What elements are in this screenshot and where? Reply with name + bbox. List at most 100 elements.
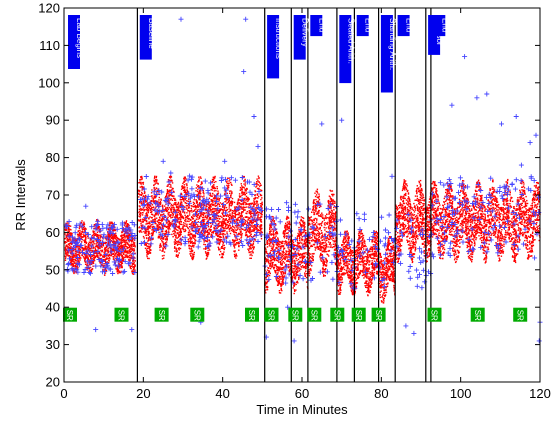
- red-data-point: [268, 233, 270, 235]
- red-data-point: [203, 216, 205, 219]
- red-data-point: [283, 262, 286, 264]
- red-data-point: [120, 245, 122, 247]
- red-data-point: [146, 207, 148, 210]
- red-data-point: [101, 249, 104, 251]
- red-data-point: [223, 220, 225, 222]
- red-data-point: [194, 224, 196, 227]
- red-data-point: [79, 245, 81, 248]
- red-data-point: [210, 205, 212, 208]
- red-data-point: [191, 221, 194, 223]
- red-data-point: [157, 190, 159, 193]
- red-data-point: [152, 238, 154, 240]
- red-data-point: [288, 266, 290, 268]
- red-data-point: [92, 254, 94, 257]
- red-data-point: [171, 182, 174, 184]
- red-data-point: [191, 209, 193, 211]
- red-data-point: [193, 237, 195, 239]
- red-data-point: [284, 229, 287, 231]
- red-data-point: [95, 255, 97, 258]
- red-data-point: [94, 247, 96, 249]
- red-data-point: [183, 176, 186, 178]
- red-data-point: [103, 256, 105, 259]
- red-data-point: [184, 177, 186, 179]
- red-data-point: [124, 239, 126, 241]
- red-data-point: [138, 230, 140, 232]
- red-data-point: [103, 263, 105, 265]
- red-data-point: [294, 244, 297, 247]
- red-data-point: [247, 198, 249, 200]
- red-data-point: [141, 189, 143, 191]
- red-data-point: [219, 239, 221, 241]
- red-data-point: [187, 193, 189, 196]
- red-data-point: [293, 262, 296, 264]
- red-data-point: [95, 223, 97, 225]
- red-data-point: [213, 190, 215, 192]
- red-data-point: [228, 199, 230, 201]
- red-data-point: [139, 186, 141, 188]
- red-data-point: [161, 214, 163, 216]
- red-data-point: [256, 182, 258, 185]
- red-data-point: [189, 210, 191, 212]
- red-data-point: [241, 228, 244, 230]
- red-data-point: [94, 257, 96, 259]
- red-data-point: [80, 221, 83, 224]
- red-data-point: [226, 215, 228, 217]
- red-data-point: [178, 241, 180, 243]
- red-data-point: [186, 217, 189, 219]
- red-data-point: [196, 214, 198, 216]
- red-data-point: [82, 224, 84, 226]
- red-data-point: [235, 244, 237, 246]
- red-data-point: [87, 257, 89, 260]
- red-data-point: [268, 240, 270, 242]
- red-data-point: [302, 231, 304, 233]
- red-data-point: [237, 228, 239, 230]
- red-data-point: [184, 223, 186, 225]
- red-data-point: [183, 189, 185, 191]
- red-data-point: [251, 254, 253, 257]
- red-data-point: [196, 184, 198, 186]
- red-data-point: [212, 185, 214, 187]
- red-data-point: [232, 226, 235, 228]
- red-data-point: [265, 249, 267, 251]
- red-data-point: [116, 266, 118, 268]
- red-data-point: [143, 219, 146, 222]
- red-data-point: [247, 216, 249, 218]
- red-data-point: [209, 192, 211, 195]
- red-data-point: [293, 265, 295, 267]
- red-data-point: [145, 208, 147, 211]
- red-data-point: [78, 248, 80, 250]
- red-data-point: [201, 205, 203, 207]
- red-data-point: [166, 200, 169, 203]
- red-data-point: [149, 249, 152, 252]
- red-data-point: [246, 198, 248, 200]
- red-data-point: [138, 193, 140, 195]
- red-data-point: [257, 212, 260, 214]
- red-data-point: [168, 193, 170, 195]
- red-data-point: [218, 235, 220, 238]
- red-data-point: [246, 206, 248, 208]
- red-data-point: [234, 212, 236, 214]
- red-data-point: [226, 184, 228, 187]
- red-data-point: [149, 233, 151, 235]
- red-data-point: [289, 269, 291, 271]
- red-data-point: [143, 237, 145, 239]
- red-data-point: [246, 212, 248, 215]
- red-data-point: [139, 194, 141, 196]
- red-data-point: [258, 217, 260, 219]
- red-data-point: [98, 241, 101, 244]
- red-data-point: [147, 257, 149, 260]
- red-data-point: [178, 213, 181, 215]
- red-data-point: [245, 200, 247, 202]
- red-data-point: [228, 206, 230, 208]
- red-data-point: [240, 228, 242, 230]
- red-data-point: [169, 224, 171, 226]
- red-data-point: [191, 258, 194, 260]
- red-data-point: [213, 220, 216, 222]
- red-data-point: [109, 254, 111, 257]
- red-data-point: [175, 234, 177, 236]
- red-data-point: [70, 233, 73, 235]
- red-data-point: [252, 202, 254, 204]
- red-data-point: [230, 215, 232, 218]
- red-data-point: [188, 233, 190, 236]
- red-data-point: [241, 185, 243, 187]
